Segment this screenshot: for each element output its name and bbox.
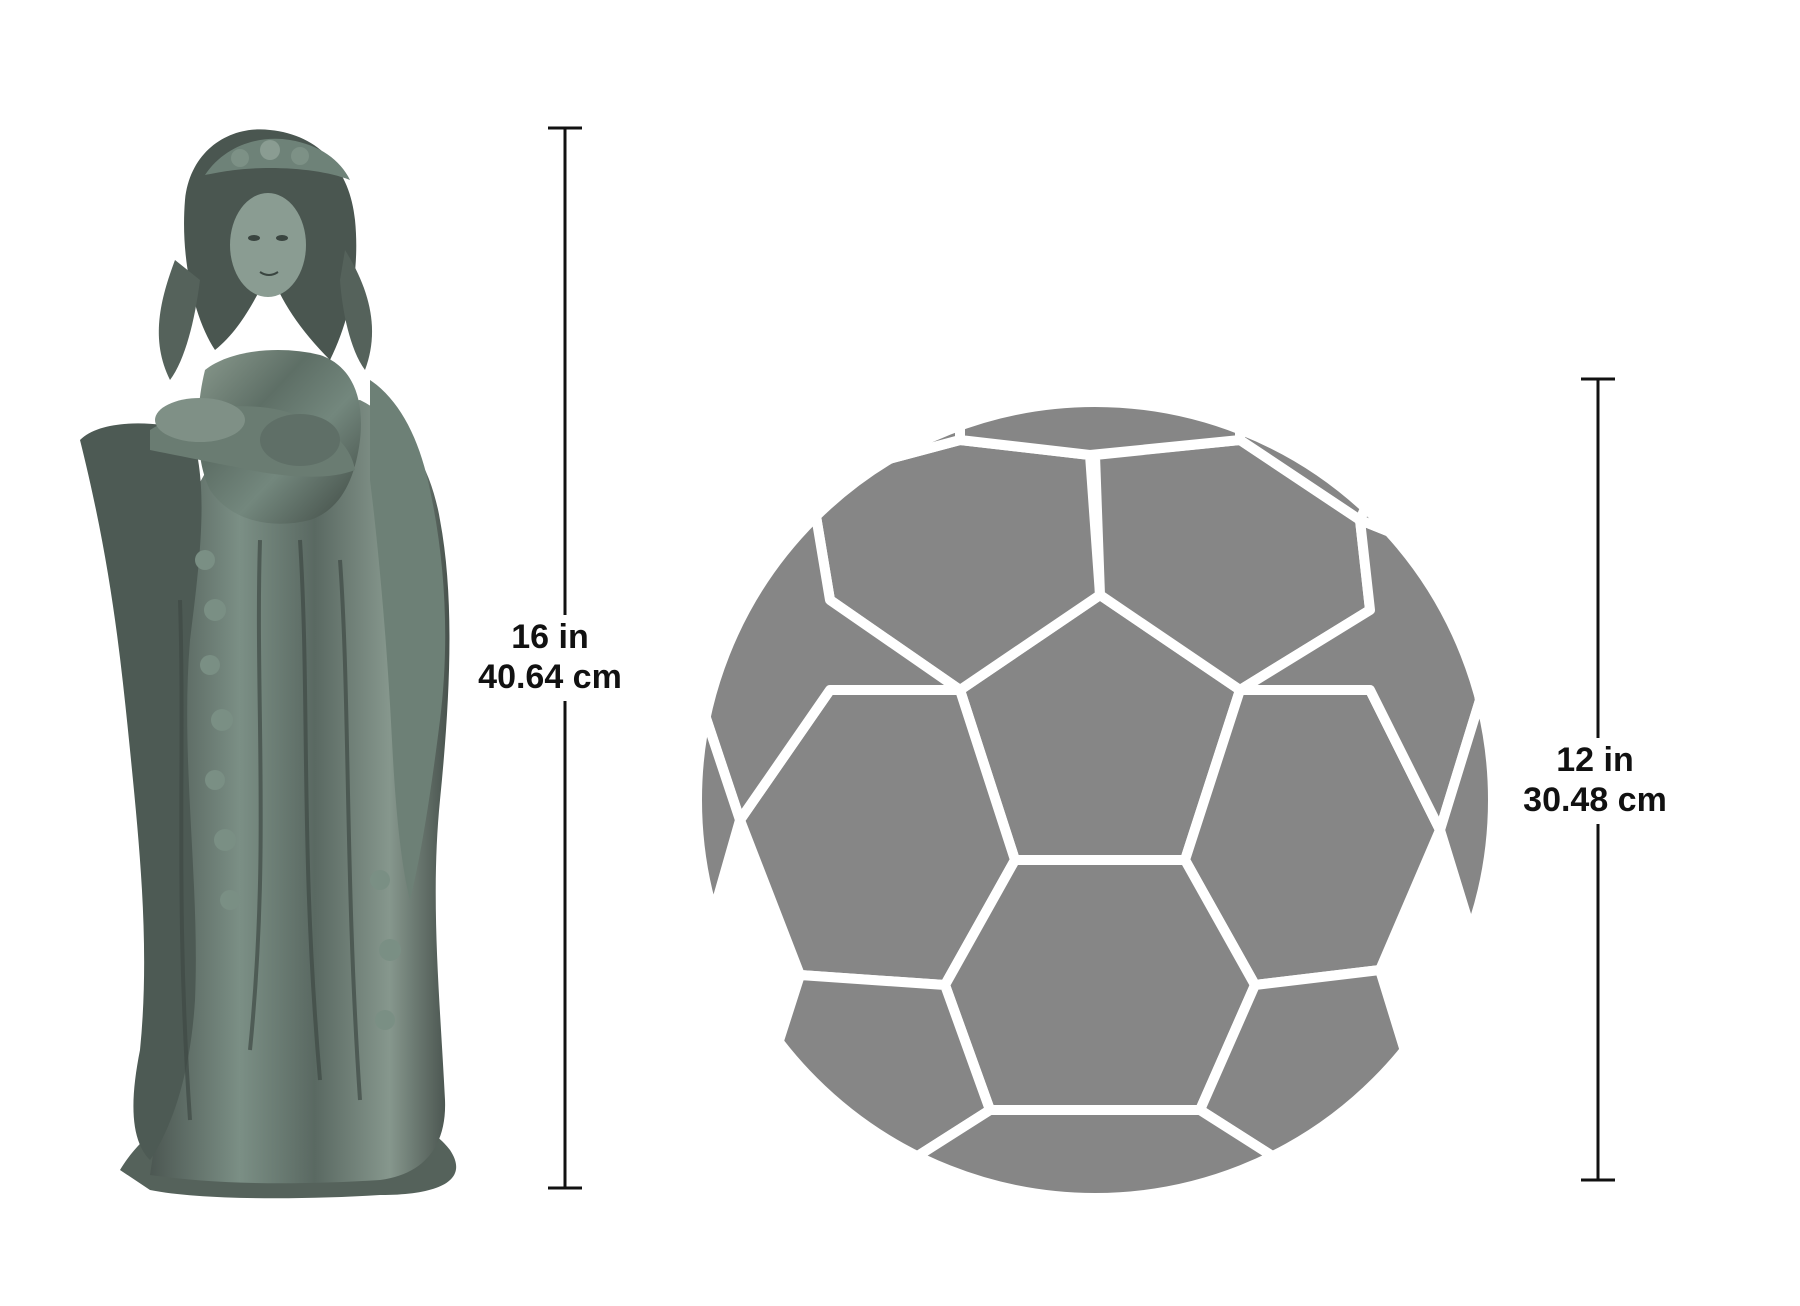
soccer-ball-figure <box>695 400 1495 1200</box>
statue-figure <box>80 129 457 1199</box>
statue-height-in: 16 in <box>511 618 589 656</box>
statue-height-cm: 40.64 cm <box>478 658 622 696</box>
ball-height-cm: 30.48 cm <box>1523 781 1667 819</box>
statue-dimension-label: 16 in 40.64 cm <box>450 617 650 697</box>
ball-height-in: 12 in <box>1556 741 1634 779</box>
ball-dimension-label: 12 in 30.48 cm <box>1480 740 1710 820</box>
